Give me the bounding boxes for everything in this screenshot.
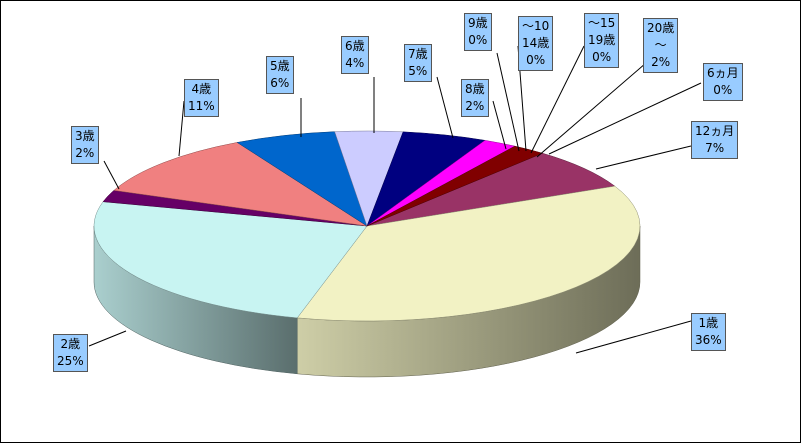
slice xyxy=(366,152,616,227)
data-label: 6歳 4% xyxy=(341,36,369,74)
category-label: 6歳 xyxy=(345,39,365,53)
category-label: 12ヵ月 xyxy=(695,124,735,138)
leader-line xyxy=(530,45,585,154)
category-label: 3歳 xyxy=(75,129,95,143)
category-label: 7歳 xyxy=(408,47,428,61)
data-label: ～10 14歳 0% xyxy=(518,16,554,71)
value-label: 5% xyxy=(408,64,428,78)
value-label: 2% xyxy=(75,146,95,160)
leader-line xyxy=(436,76,454,139)
leader-line xyxy=(595,145,692,170)
data-label: 6ヵ月 0% xyxy=(703,63,743,101)
data-label: ～15 19歳 0% xyxy=(584,13,620,68)
leader-line xyxy=(88,330,127,347)
slice xyxy=(296,185,641,322)
data-label: 3歳 2% xyxy=(71,126,99,164)
data-label: 1歳 36% xyxy=(691,313,726,351)
leader-line xyxy=(536,62,647,158)
value-label: 0% xyxy=(468,33,488,47)
value-label: 4% xyxy=(345,56,365,70)
leader-line xyxy=(496,52,520,152)
category-label: 1歳 xyxy=(698,316,719,330)
category-label: 8歳 xyxy=(465,82,485,96)
value-label: 36% xyxy=(695,333,722,347)
value-label: 0% xyxy=(713,83,733,97)
category-label: ～15 19歳 xyxy=(588,16,616,47)
value-label: 2% xyxy=(465,99,485,113)
category-label: ～10 14歳 xyxy=(522,19,550,50)
category-label: 4歳 xyxy=(191,82,212,96)
value-label: 0% xyxy=(526,53,546,67)
leader-line xyxy=(548,82,702,155)
data-label: 5歳 6% xyxy=(266,56,294,94)
value-label: 6% xyxy=(270,76,290,90)
data-label: 8歳 2% xyxy=(461,79,489,117)
leader-line xyxy=(492,100,507,150)
category-label: 2歳 xyxy=(60,337,81,351)
data-label: 9歳 0% xyxy=(464,13,492,51)
category-label: 5歳 xyxy=(270,59,290,73)
value-label: 25% xyxy=(57,354,84,368)
leader-line xyxy=(103,160,120,190)
data-label: 4歳 11% xyxy=(184,79,219,117)
leader-line xyxy=(178,100,185,157)
category-label: 9歳 xyxy=(468,16,488,30)
slice xyxy=(113,142,368,227)
slice xyxy=(93,201,368,319)
value-label: 11% xyxy=(188,99,215,113)
data-label: 7歳 5% xyxy=(404,44,432,82)
data-label: 12ヵ月 7% xyxy=(691,121,739,159)
leader-line xyxy=(575,320,692,354)
category-label: 20歳 ～ xyxy=(647,21,675,52)
value-label: 0% xyxy=(592,50,612,64)
category-label: 6ヵ月 xyxy=(707,66,739,80)
slice xyxy=(366,145,544,227)
value-label: 7% xyxy=(705,141,725,155)
value-label: 2% xyxy=(651,55,671,69)
data-label: 20歳 ～ 2% xyxy=(643,18,679,73)
data-label: 2歳 25% xyxy=(53,334,88,372)
